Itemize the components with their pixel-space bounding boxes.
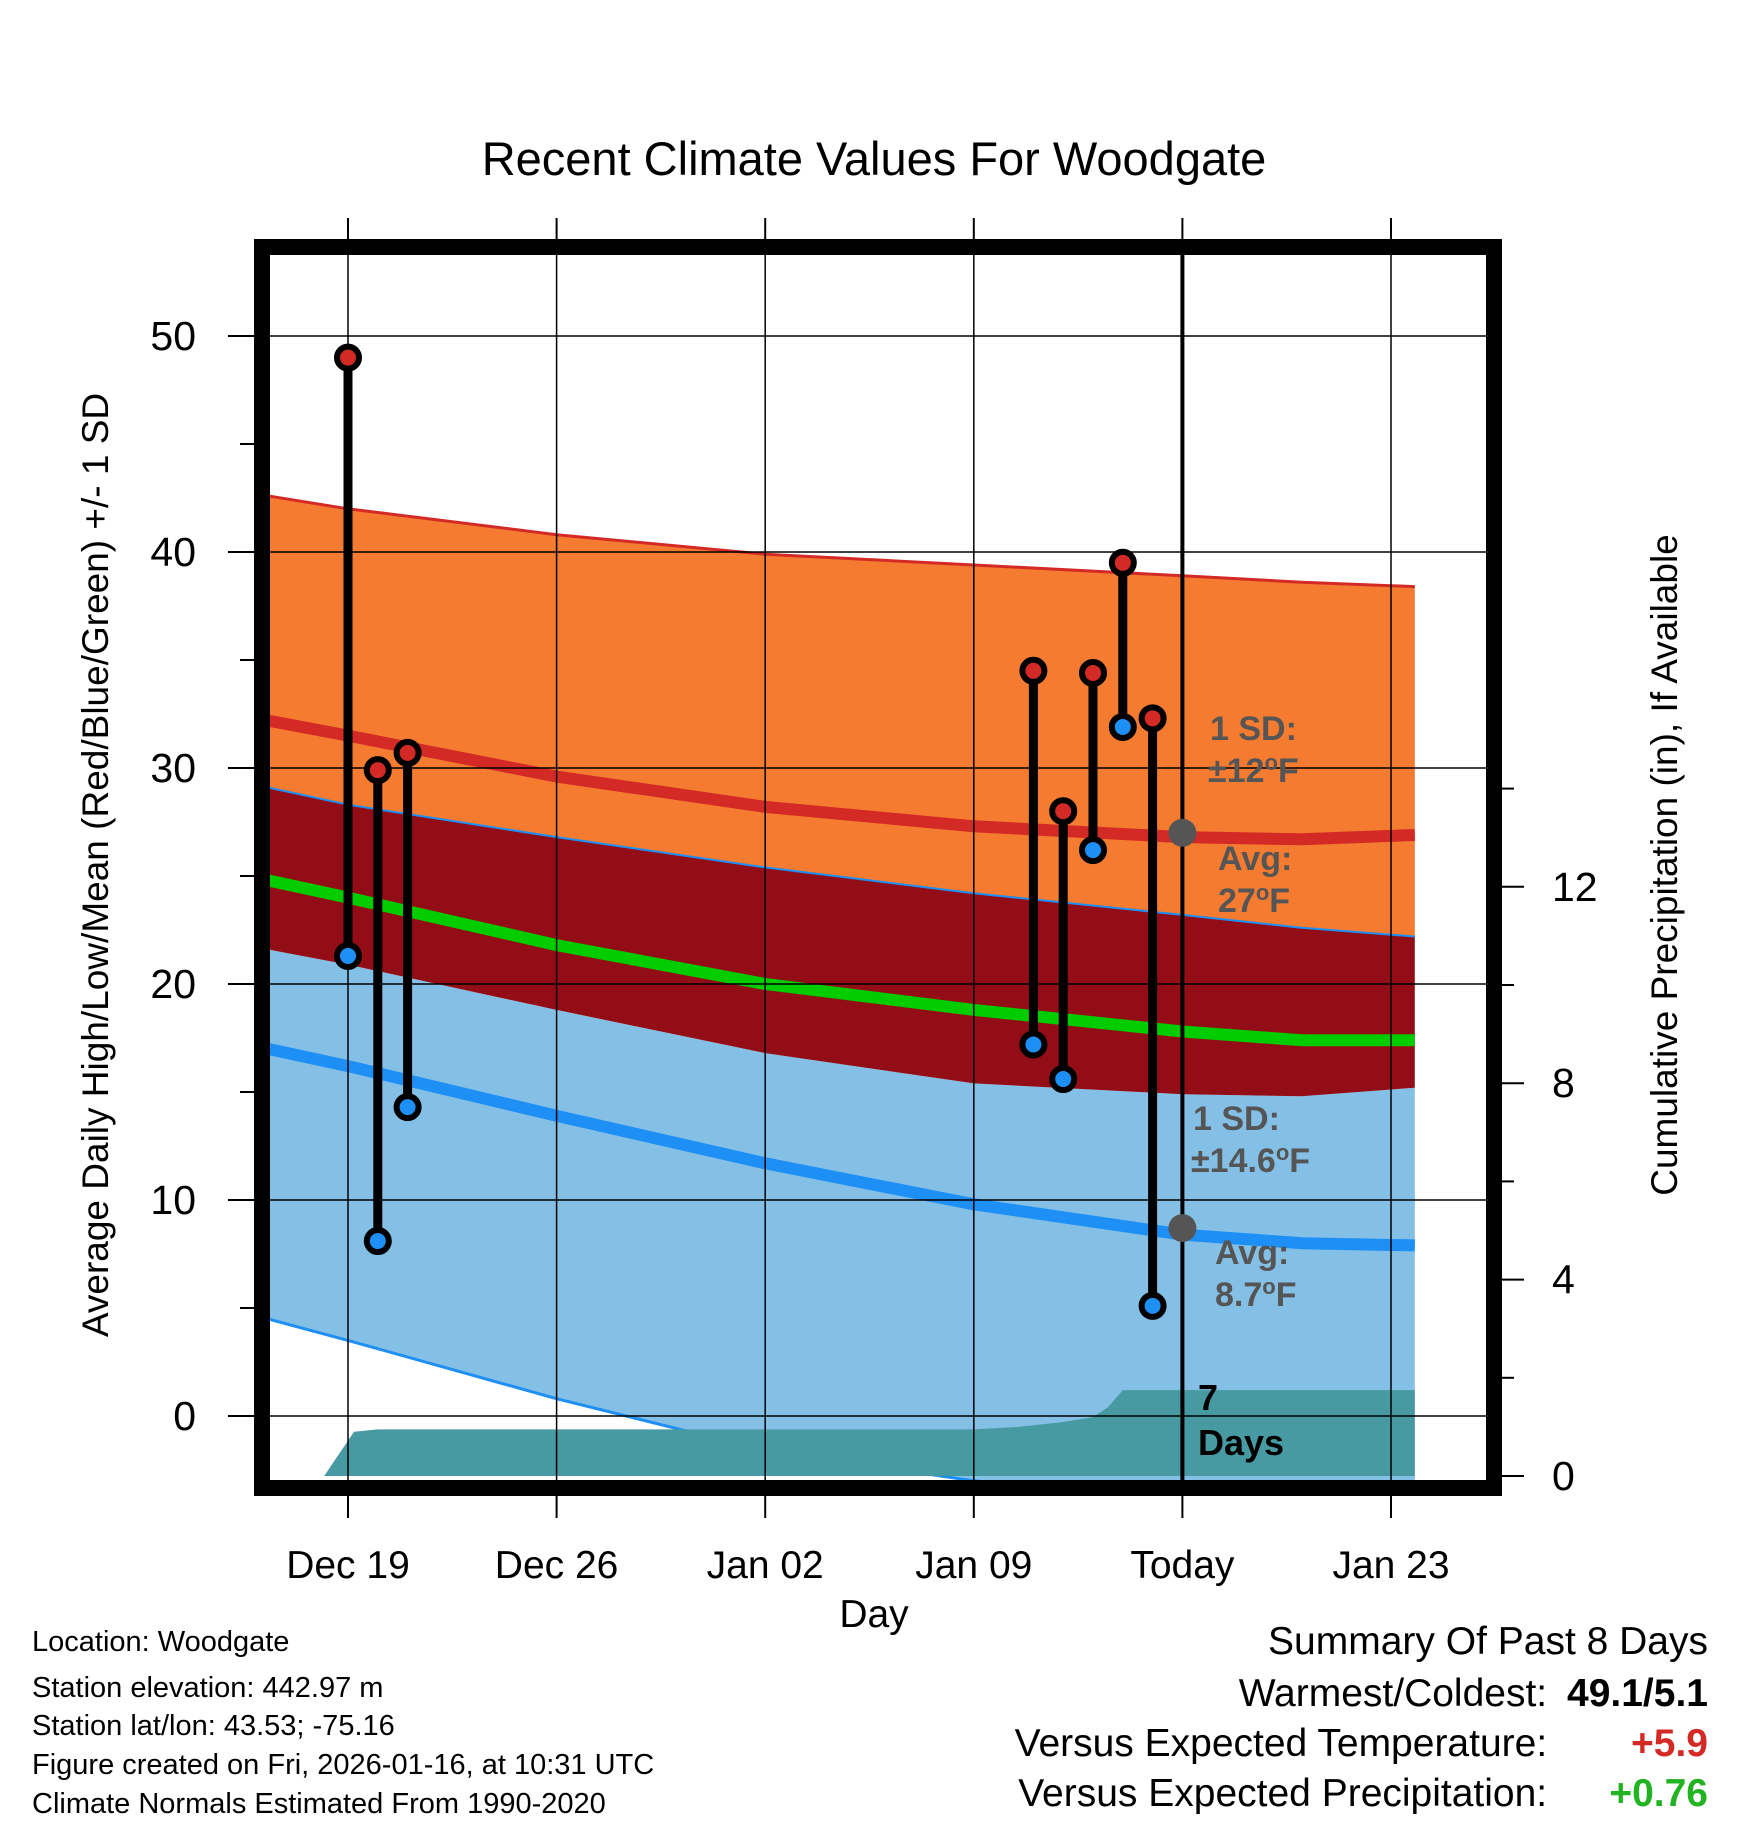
y-tick-label: 10 — [150, 1177, 196, 1223]
summary-warmest-value: 49.1/5.1 — [1567, 1672, 1708, 1715]
x-tick-label: Dec 26 — [495, 1544, 619, 1587]
observed-high-point — [1019, 656, 1048, 685]
observed-low-point — [1108, 712, 1137, 741]
observed-high-point — [1138, 704, 1167, 733]
y2-tick-label: 8 — [1552, 1060, 1575, 1106]
y-tick-label: 40 — [150, 529, 196, 575]
plot-frame — [254, 239, 1502, 1496]
y-tick-label: 30 — [150, 745, 196, 791]
y-axis-title: Average Daily High/Low/Mean (Red/Blue/Gr… — [75, 393, 116, 1337]
x-tick-label: Jan 09 — [915, 1544, 1032, 1587]
mean-band — [267, 787, 1415, 1097]
info-created: Figure created on Fri, 2026-01-16, at 10… — [32, 1749, 655, 1781]
observed-low-point — [1079, 836, 1107, 865]
info-normals: Climate Normals Estimated From 1990-2020 — [32, 1788, 606, 1820]
summary-precip-label: Versus Expected Precipitation: — [1018, 1772, 1548, 1815]
x-tick-label: Dec 19 — [286, 1544, 410, 1587]
normal-high-line — [266, 714, 1416, 846]
x-tick-label: Jan 02 — [707, 1544, 824, 1587]
observed-low-point — [1049, 1065, 1078, 1094]
low-sd-band — [267, 949, 1415, 1482]
summary-precip-value: +0.76 — [1609, 1772, 1708, 1815]
y2-axis-title: Cumulative Precipitation (in), If Availa… — [1644, 534, 1685, 1196]
observed-high-point — [1079, 658, 1107, 687]
info-elevation: Station elevation: 442.97 m — [32, 1672, 384, 1704]
observed-high-point — [1049, 797, 1078, 826]
observed-high-point — [1108, 548, 1137, 577]
observed-high-point — [363, 756, 392, 785]
normal-mean-line — [266, 874, 1415, 1047]
summary-temp-value: +5.9 — [1631, 1722, 1708, 1765]
observed-low-point — [393, 1093, 422, 1122]
summary-warmest-row: Warmest/Coldest: 49.1/5.1 — [1239, 1672, 1708, 1716]
chart-title: Recent Climate Values For Woodgate — [482, 132, 1267, 185]
high-avg-value: 27oF — [1218, 880, 1290, 920]
precip-area — [324, 1390, 1415, 1476]
y-tick-label: 20 — [150, 961, 196, 1007]
summary-title: Summary Of Past 8 Days — [1268, 1620, 1708, 1663]
x-tick-label: Jan 23 — [1332, 1544, 1449, 1587]
high-sd-upper-line — [267, 494, 1415, 589]
low-avg-value: 8.7oF — [1215, 1274, 1297, 1314]
info-latlon: Station lat/lon: 43.53; -75.16 — [32, 1710, 395, 1742]
low-sd-value: ±14.6oF — [1191, 1140, 1310, 1180]
summary-precip-row: Versus Expected Precipitation: +0.76 — [1018, 1772, 1708, 1816]
high-avg-marker — [1168, 818, 1197, 847]
observed-low-point — [1138, 1291, 1167, 1320]
x-tick-label: Today — [1130, 1544, 1235, 1587]
low-avg-label: Avg: — [1215, 1234, 1289, 1272]
high-avg-label: Avg: — [1218, 840, 1292, 878]
summary-warmest-label: Warmest/Coldest: — [1238, 1672, 1548, 1715]
observed-high-point — [393, 738, 422, 767]
observed-low-point — [334, 941, 362, 970]
y2-tick-label: 4 — [1552, 1257, 1575, 1303]
high-sd-value: ±12oF — [1208, 750, 1299, 790]
info-location: Location: Woodgate — [32, 1626, 290, 1658]
days-label-text: Days — [1198, 1422, 1284, 1463]
high-sd-label: 1 SD: — [1210, 710, 1297, 748]
high-sd-lower-line — [267, 786, 1415, 938]
x-axis-title: Day — [839, 1593, 909, 1636]
summary-temp-label: Versus Expected Temperature: — [1014, 1722, 1548, 1765]
y-tick-label: 0 — [173, 1393, 196, 1439]
y-tick-label: 50 — [150, 313, 196, 359]
observed-low-point — [363, 1227, 392, 1256]
observed-high-point — [334, 343, 362, 372]
low-sd-label: 1 SD: — [1193, 1100, 1280, 1138]
normal-low-line — [266, 1042, 1415, 1252]
y2-tick-label: 0 — [1552, 1453, 1575, 1499]
days-label-count: 7 — [1198, 1377, 1218, 1418]
y2-tick-label: 12 — [1552, 864, 1598, 910]
observed-low-point — [1019, 1030, 1048, 1059]
low-avg-marker — [1168, 1214, 1197, 1243]
summary-temp-row: Versus Expected Temperature: +5.9 — [1015, 1722, 1708, 1766]
high-sd-band — [267, 495, 1415, 937]
